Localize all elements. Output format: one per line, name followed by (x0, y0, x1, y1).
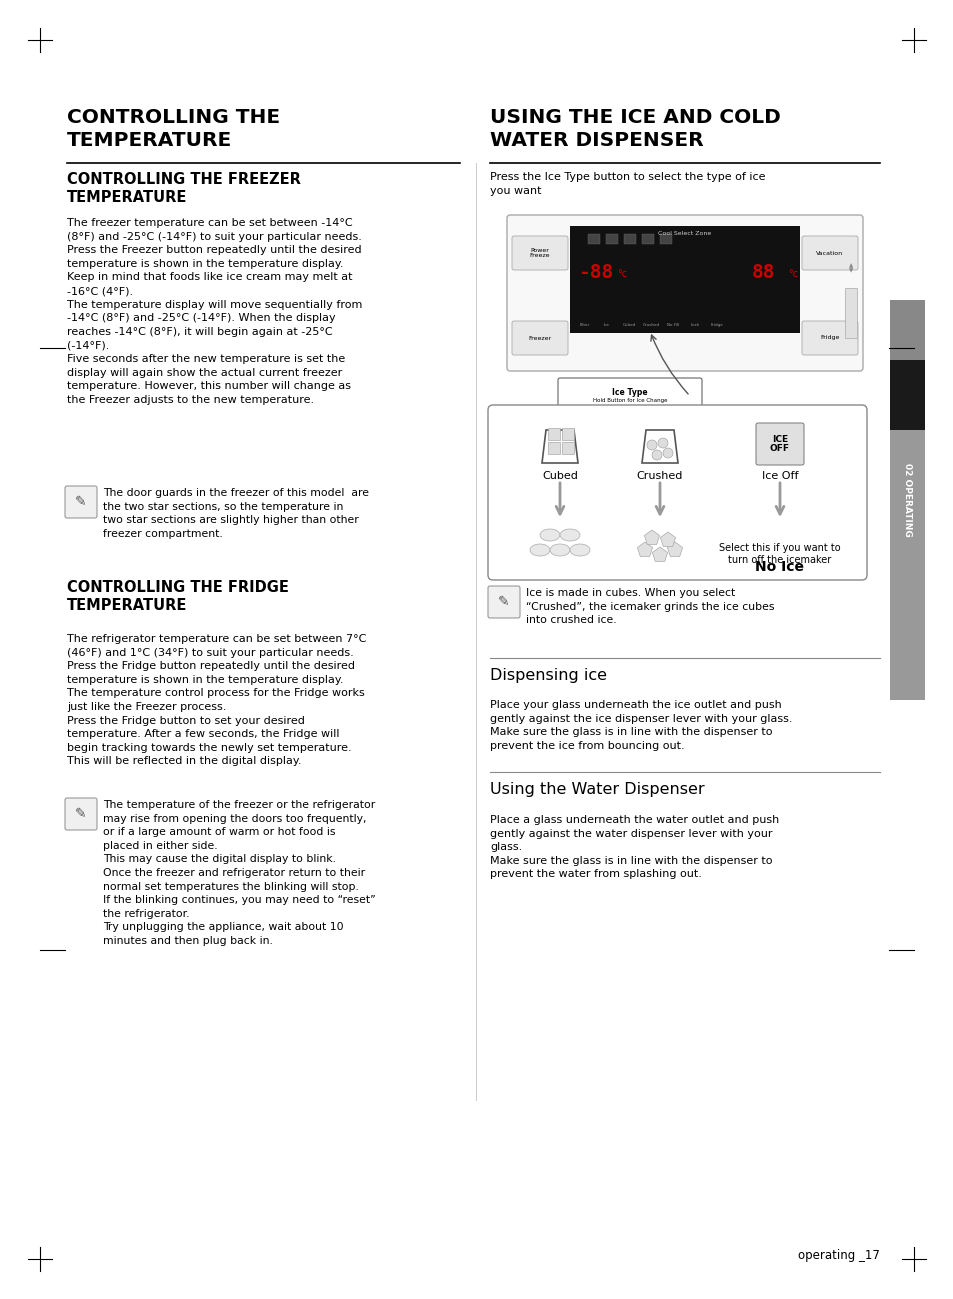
Text: Place your glass underneath the ice outlet and push
gently against the ice dispe: Place your glass underneath the ice outl… (490, 700, 792, 751)
Text: ✎: ✎ (75, 807, 87, 821)
Text: Fridge: Fridge (710, 323, 722, 327)
Text: The temperature of the freezer or the refrigerator
may rise from opening the doo: The temperature of the freezer or the re… (103, 800, 375, 946)
Text: ICE
OFF: ICE OFF (769, 435, 789, 453)
FancyBboxPatch shape (755, 423, 803, 465)
Bar (569, 226, 800, 333)
Text: Freezer: Freezer (528, 335, 551, 340)
FancyBboxPatch shape (512, 236, 567, 270)
Bar (547, 427, 559, 440)
Text: Lock: Lock (690, 323, 699, 327)
Text: 88: 88 (751, 264, 775, 282)
Bar (561, 427, 574, 440)
Text: Cubed: Cubed (621, 323, 635, 327)
Text: Ice Off: Ice Off (760, 472, 798, 481)
Text: Cool Select Zone: Cool Select Zone (658, 231, 711, 236)
Text: CONTROLLING THE FREEZER
TEMPERATURE: CONTROLLING THE FREEZER TEMPERATURE (67, 171, 300, 205)
Text: No Fill: No Fill (666, 323, 679, 327)
Text: Power
Freeze: Power Freeze (529, 248, 550, 259)
Circle shape (646, 440, 657, 449)
Text: Cubed: Cubed (541, 472, 578, 481)
Text: The freezer temperature can be set between -14°C
(8°F) and -25°C (-14°F) to suit: The freezer temperature can be set betwe… (67, 218, 362, 405)
Text: Crushed: Crushed (637, 472, 682, 481)
FancyBboxPatch shape (801, 321, 857, 355)
Circle shape (651, 449, 661, 460)
Bar (889, 430, 924, 700)
Circle shape (662, 448, 672, 459)
Ellipse shape (569, 544, 589, 556)
Text: Vacation: Vacation (816, 251, 842, 256)
FancyBboxPatch shape (488, 405, 866, 579)
Circle shape (658, 438, 667, 448)
Text: -88: -88 (578, 264, 613, 282)
FancyBboxPatch shape (801, 236, 857, 270)
Text: Press the Ice Type button to select the type of ice
you want: Press the Ice Type button to select the … (490, 171, 764, 196)
Text: Ice: Ice (603, 323, 609, 327)
FancyBboxPatch shape (558, 378, 701, 414)
Text: CONTROLLING THE FRIDGE
TEMPERATURE: CONTROLLING THE FRIDGE TEMPERATURE (67, 579, 289, 613)
Text: °c: °c (617, 269, 626, 279)
Bar (659, 234, 671, 244)
Ellipse shape (539, 529, 559, 540)
Bar (889, 300, 924, 360)
FancyBboxPatch shape (512, 321, 567, 355)
Ellipse shape (559, 529, 579, 540)
Text: Fridge: Fridge (820, 335, 839, 340)
Bar (844, 288, 856, 338)
Bar (889, 360, 924, 430)
Text: Hold Button for Ice Change: Hold Button for Ice Change (592, 397, 666, 403)
Text: Ice is made in cubes. When you select
“Crushed”, the icemaker grinds the ice cub: Ice is made in cubes. When you select “C… (525, 588, 774, 625)
Text: The door guards in the freezer of this model  are
the two star sections, so the : The door guards in the freezer of this m… (103, 488, 369, 539)
Text: ✎: ✎ (75, 495, 87, 509)
Bar (641, 234, 654, 244)
FancyBboxPatch shape (488, 586, 519, 618)
Text: Dispensing ice: Dispensing ice (490, 668, 606, 683)
Text: Filter: Filter (579, 323, 590, 327)
FancyBboxPatch shape (506, 216, 862, 372)
Bar (547, 442, 559, 453)
FancyBboxPatch shape (65, 486, 97, 518)
Text: ✎: ✎ (497, 595, 509, 609)
Text: No Ice: No Ice (755, 560, 803, 574)
Text: Select this if you want to
turn off the icemaker: Select this if you want to turn off the … (719, 543, 840, 565)
Bar (623, 234, 636, 244)
Text: Using the Water Dispenser: Using the Water Dispenser (490, 782, 704, 798)
Text: ▲
▼: ▲ ▼ (848, 262, 852, 273)
Ellipse shape (550, 544, 569, 556)
Text: operating _17: operating _17 (798, 1250, 879, 1263)
Text: The refrigerator temperature can be set between 7°C
(46°F) and 1°C (34°F) to sui: The refrigerator temperature can be set … (67, 634, 366, 766)
Bar (605, 234, 618, 244)
Ellipse shape (530, 544, 550, 556)
Text: Place a glass underneath the water outlet and push
gently against the water disp: Place a glass underneath the water outle… (490, 814, 779, 879)
Text: °c: °c (787, 269, 798, 279)
Text: Ice Type: Ice Type (612, 388, 647, 397)
Text: Crushed: Crushed (641, 323, 659, 327)
Text: USING THE ICE AND COLD
WATER DISPENSER: USING THE ICE AND COLD WATER DISPENSER (490, 108, 780, 149)
Bar (587, 234, 599, 244)
FancyBboxPatch shape (65, 798, 97, 830)
Bar (561, 442, 574, 453)
Text: 02 OPERATING: 02 OPERATING (902, 464, 911, 536)
Text: CONTROLLING THE
TEMPERATURE: CONTROLLING THE TEMPERATURE (67, 108, 280, 149)
